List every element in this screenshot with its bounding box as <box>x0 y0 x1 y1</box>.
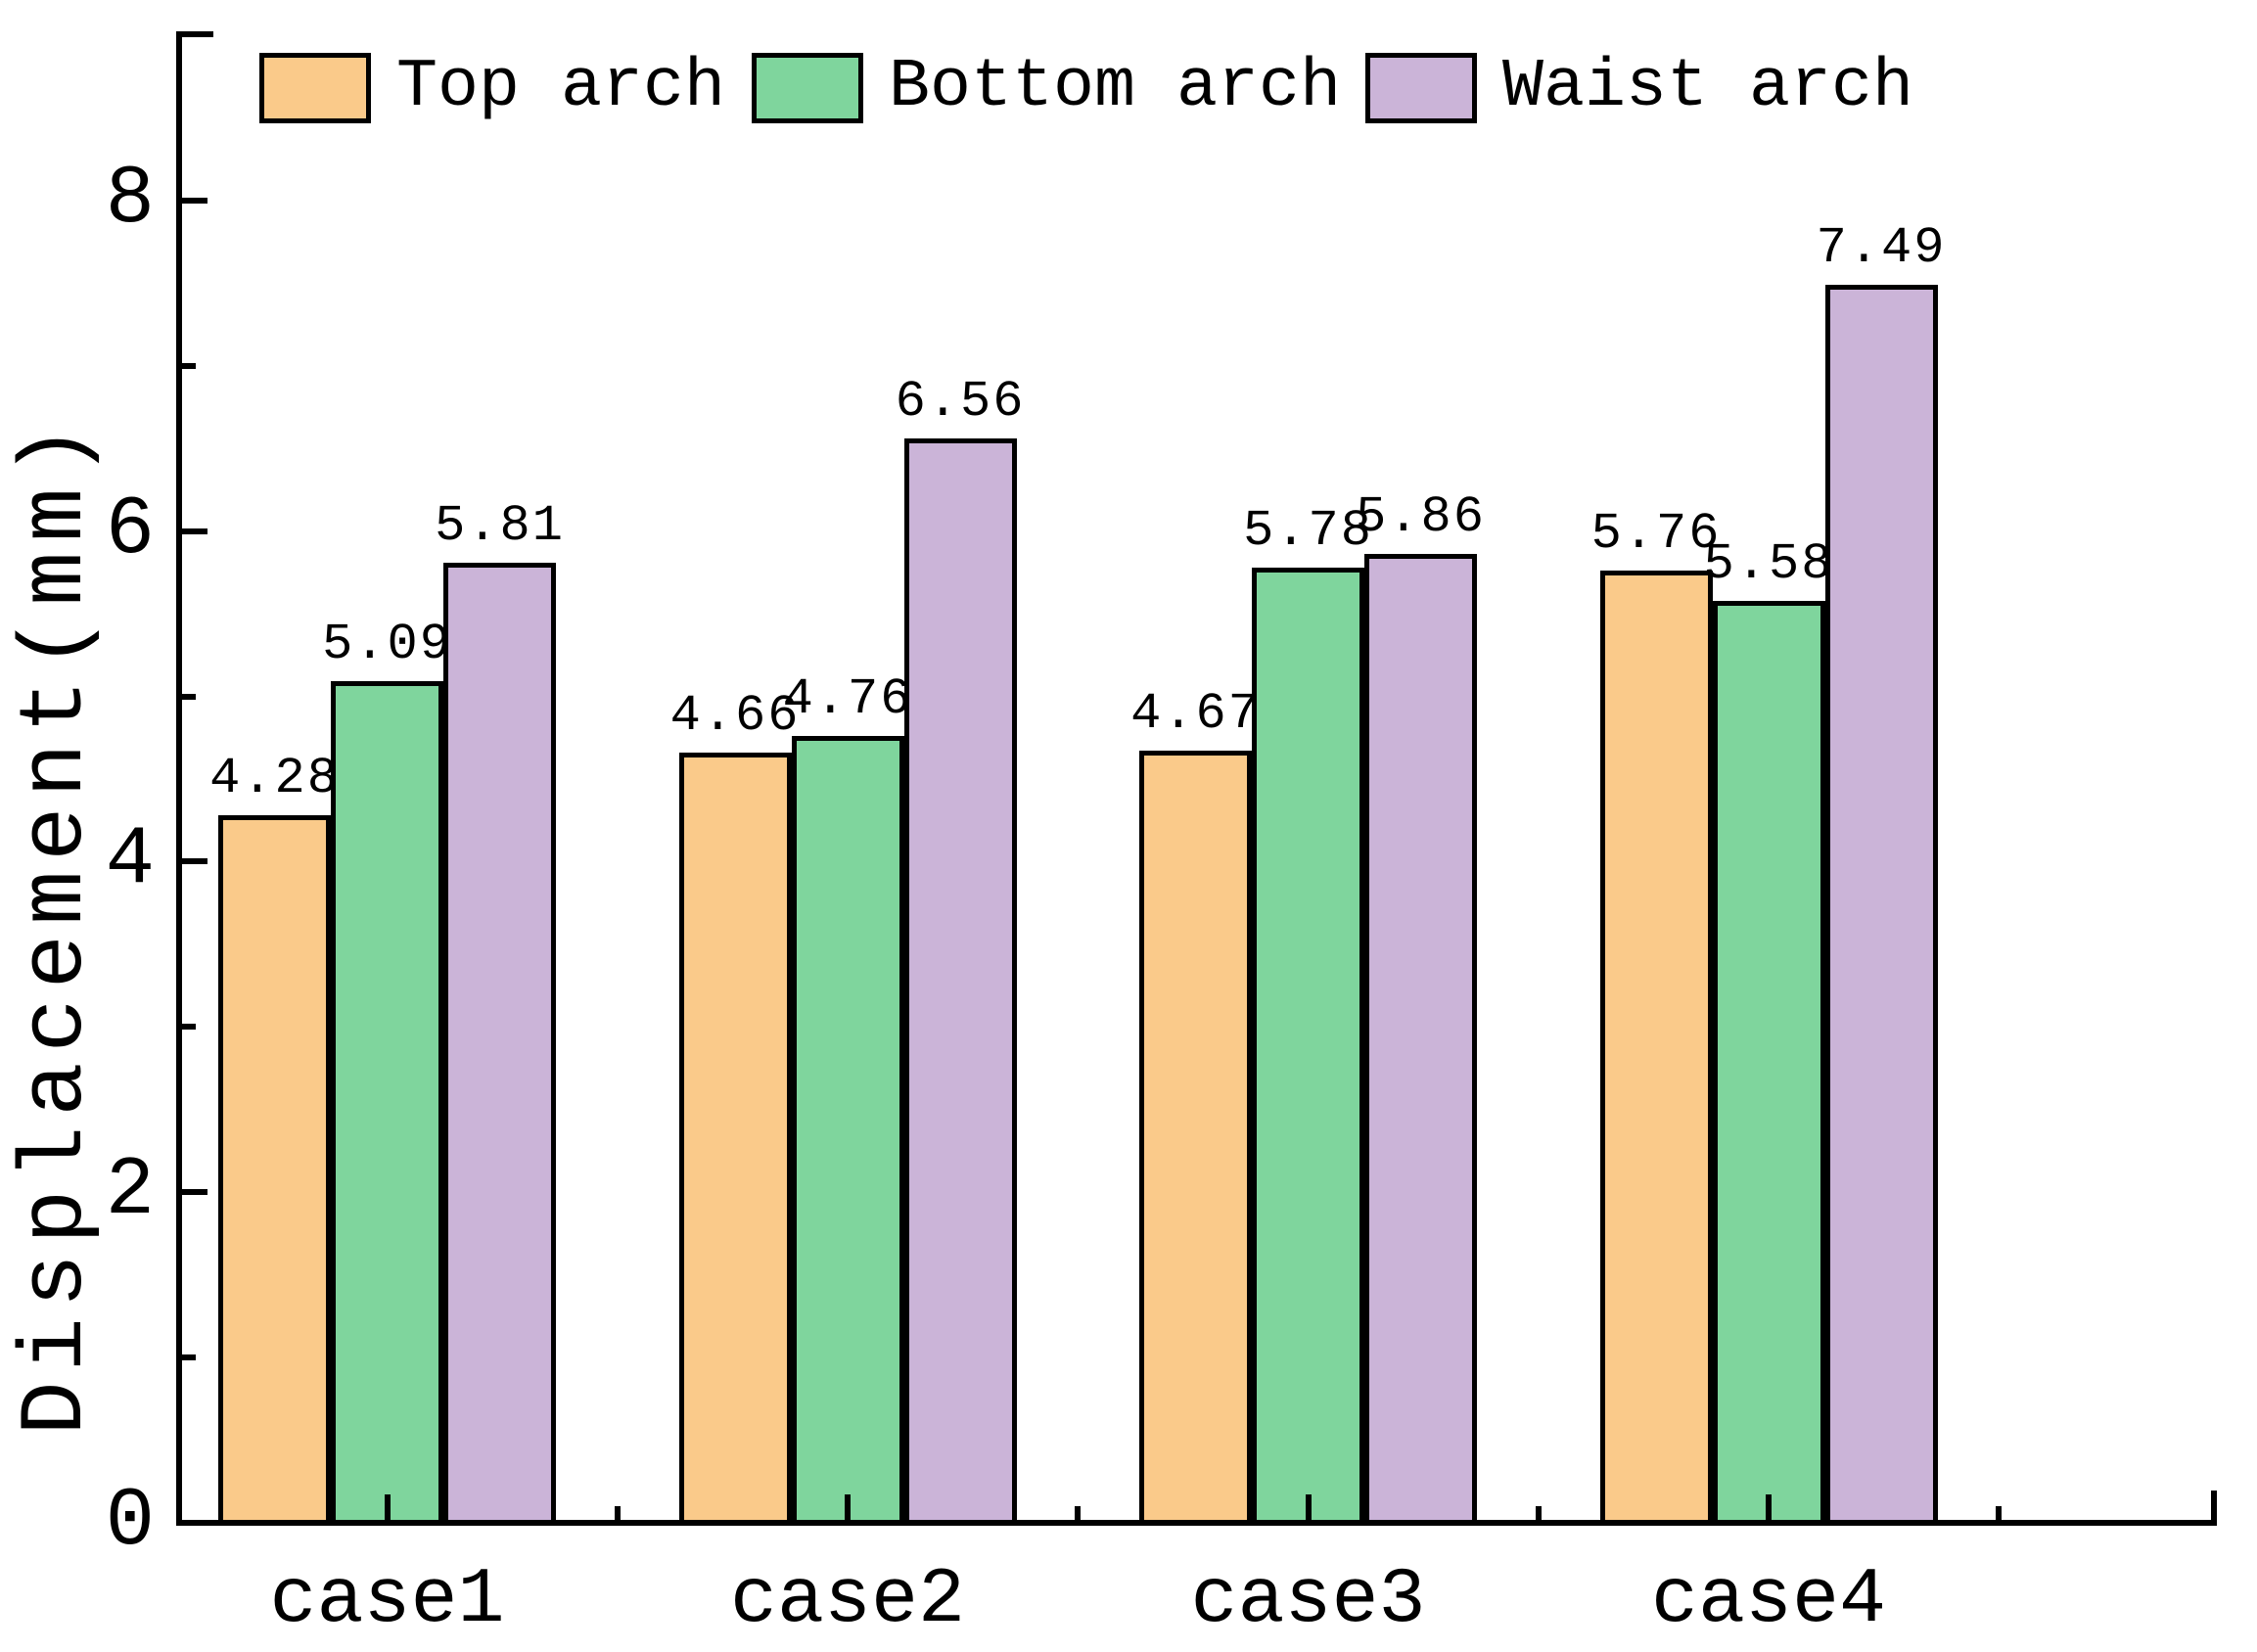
x-major-tick <box>384 1494 391 1520</box>
bar-value-label: 4.28 <box>209 750 340 808</box>
x-tick-label-case2: case2 <box>729 1556 966 1645</box>
bar-value-label: 4.76 <box>782 670 913 729</box>
bar-value-label: 6.56 <box>895 373 1026 432</box>
bar-top-arch-case1 <box>218 815 331 1526</box>
x-major-tick <box>1766 1494 1772 1520</box>
legend-swatch-waist-arch <box>1365 53 1477 123</box>
x-tick-label-case4: case4 <box>1650 1556 1887 1645</box>
y-tick-label-6: 6 <box>105 483 155 577</box>
y-minor-tick <box>182 362 196 369</box>
x-major-tick <box>845 1494 851 1520</box>
bar-bottom-arch-case3 <box>1252 567 1364 1526</box>
x-minor-tick <box>614 1506 621 1520</box>
x-major-tick <box>1305 1494 1312 1520</box>
bar-value-label: 4.66 <box>669 686 801 745</box>
x-axis-end-stub <box>2211 1491 2217 1526</box>
bar-top-arch-case3 <box>1139 751 1252 1526</box>
y-tick-label-0: 0 <box>105 1476 155 1569</box>
legend-item-bottom-arch: Bottom arch <box>752 49 1341 127</box>
y-major-tick <box>182 197 207 204</box>
legend-label: Waist arch <box>1502 49 1914 126</box>
bar-top-arch-case4 <box>1599 571 1713 1526</box>
y-tick-label-4: 4 <box>105 814 155 908</box>
legend-swatch-bottom-arch <box>752 53 863 123</box>
y-axis-end-stub <box>176 31 213 37</box>
bar-bottom-arch-case2 <box>791 736 904 1526</box>
y-minor-tick <box>182 1354 196 1361</box>
bar-waist-arch-case3 <box>1364 554 1477 1526</box>
bar-waist-arch-case1 <box>443 562 556 1526</box>
x-axis-line <box>176 1520 2217 1526</box>
bar-value-label: 4.67 <box>1130 685 1261 744</box>
legend-swatch-top-arch <box>259 53 371 123</box>
y-tick-label-8: 8 <box>105 153 155 247</box>
bar-value-label: 5.09 <box>322 616 452 674</box>
bar-value-label: 5.58 <box>1703 534 1834 593</box>
legend-item-top-arch: Top arch <box>259 49 725 127</box>
y-major-tick <box>182 528 207 534</box>
legend-label: Top arch <box>396 49 726 126</box>
bar-top-arch-case2 <box>678 752 792 1526</box>
x-minor-tick <box>1996 1506 2003 1520</box>
bar-value-label: 5.78 <box>1243 501 1373 560</box>
x-tick-label-case3: case3 <box>1190 1556 1426 1645</box>
y-major-tick <box>182 858 207 865</box>
y-axis-title: Displacement(mm) <box>5 414 108 1436</box>
bar-value-label: 5.81 <box>435 496 565 555</box>
y-major-tick <box>182 1189 207 1196</box>
bar-bottom-arch-case4 <box>1712 600 1825 1526</box>
bar-waist-arch-case4 <box>1824 284 1938 1526</box>
bar-waist-arch-case2 <box>903 438 1017 1526</box>
legend-item-waist-arch: Waist arch <box>1365 49 1913 127</box>
x-minor-tick <box>1075 1506 1082 1520</box>
bar-bottom-arch-case1 <box>331 681 443 1526</box>
bar-value-label: 5.86 <box>1356 488 1486 547</box>
bar-value-label: 7.49 <box>1816 218 1947 277</box>
bar-value-label: 5.76 <box>1590 505 1722 564</box>
y-axis-line <box>176 31 182 1526</box>
x-minor-tick <box>1535 1506 1542 1520</box>
y-minor-tick <box>182 1024 196 1031</box>
x-tick-label-case1: case1 <box>269 1556 505 1645</box>
legend-label: Bottom arch <box>889 49 1342 126</box>
y-tick-label-2: 2 <box>105 1145 155 1239</box>
y-minor-tick <box>182 693 196 700</box>
